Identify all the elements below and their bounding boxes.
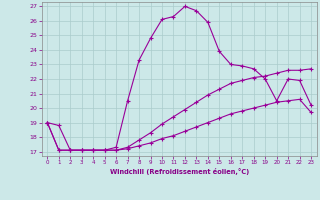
- X-axis label: Windchill (Refroidissement éolien,°C): Windchill (Refroidissement éolien,°C): [109, 168, 249, 175]
